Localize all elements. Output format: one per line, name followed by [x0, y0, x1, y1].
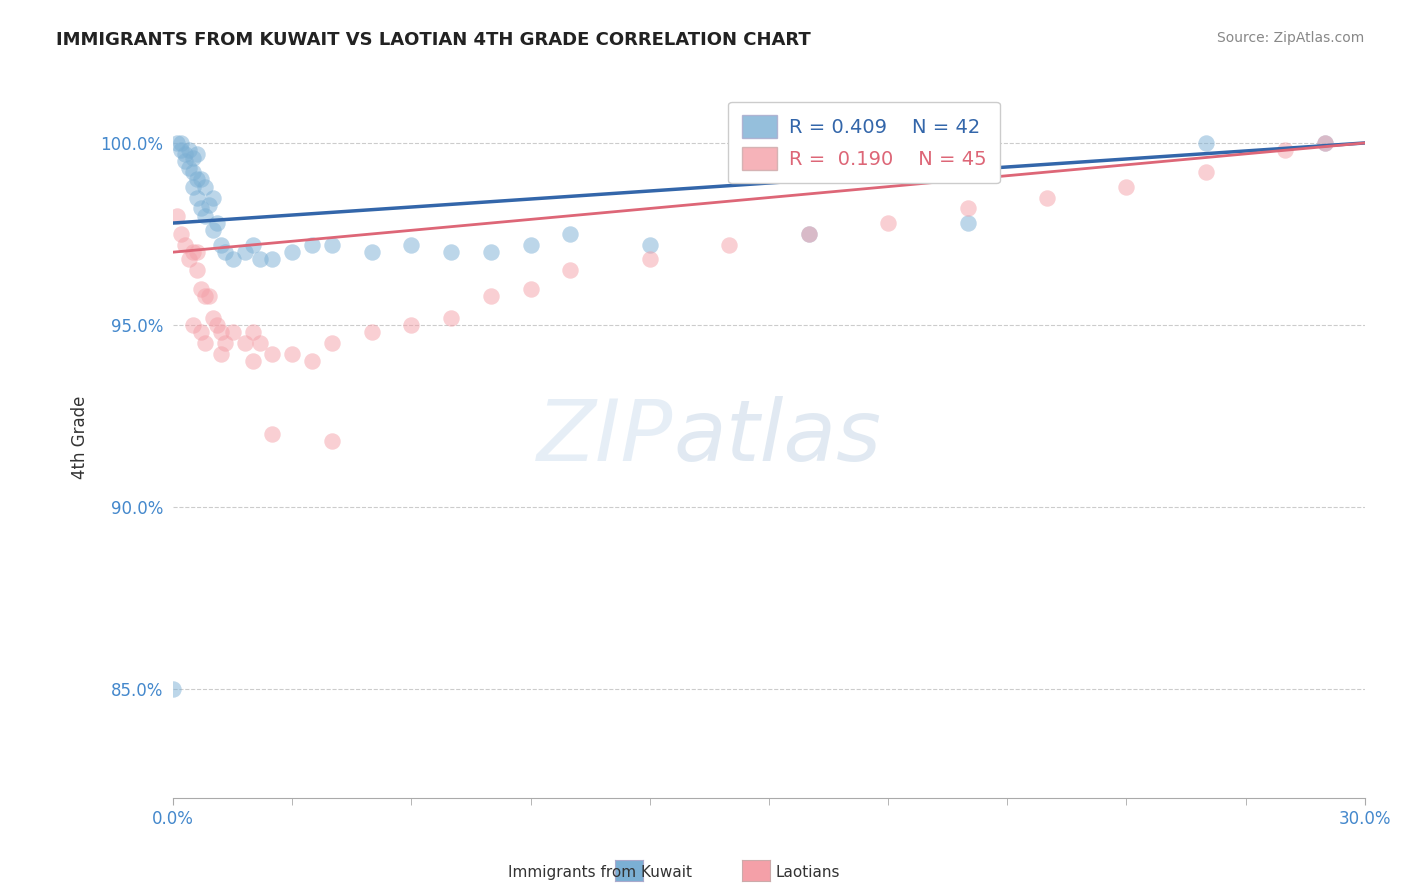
Point [201, 310, 224, 325]
Point [1036, 190, 1059, 204]
Point [177, 161, 200, 176]
Point [177, 252, 200, 267]
Point [162, 681, 184, 696]
Point [638, 238, 661, 252]
Point [321, 238, 343, 252]
Point [797, 227, 820, 241]
Point [166, 136, 188, 150]
Point [242, 325, 264, 339]
Point [221, 252, 243, 267]
Point [170, 227, 193, 241]
Point [1195, 136, 1218, 150]
Point [186, 245, 208, 260]
Point [190, 202, 212, 216]
Point [1274, 143, 1296, 157]
Point [186, 147, 208, 161]
Point [360, 325, 382, 339]
Point [209, 325, 232, 339]
Point [201, 223, 224, 237]
Point [174, 238, 197, 252]
Point [233, 245, 256, 260]
Point [956, 216, 979, 230]
Point [233, 336, 256, 351]
Point [181, 318, 204, 332]
Text: Immigrants from Kuwait: Immigrants from Kuwait [509, 865, 692, 880]
Point [249, 336, 271, 351]
Point [194, 336, 217, 351]
Point [209, 238, 232, 252]
Point [440, 310, 463, 325]
Point [877, 216, 900, 230]
Point [560, 227, 582, 241]
Point [174, 147, 197, 161]
Point [401, 238, 423, 252]
Point [519, 281, 541, 295]
Point [401, 318, 423, 332]
Text: atlas: atlas [673, 396, 882, 479]
Point [194, 209, 217, 223]
Point [242, 354, 264, 368]
Point [214, 336, 236, 351]
Point [181, 245, 204, 260]
Point [301, 238, 323, 252]
Point [181, 165, 204, 179]
Point [201, 190, 224, 204]
Point [194, 289, 217, 303]
Point [1195, 165, 1218, 179]
Point [560, 263, 582, 277]
Point [281, 347, 304, 361]
Point [321, 434, 343, 449]
Point [190, 172, 212, 186]
Text: ZIP: ZIP [537, 396, 673, 479]
Point [249, 252, 271, 267]
Text: IMMIGRANTS FROM KUWAIT VS LAOTIAN 4TH GRADE CORRELATION CHART: IMMIGRANTS FROM KUWAIT VS LAOTIAN 4TH GR… [56, 31, 811, 49]
Point [214, 245, 236, 260]
Point [198, 198, 221, 212]
Point [718, 238, 741, 252]
Point [205, 318, 228, 332]
Point [190, 325, 212, 339]
Point [174, 154, 197, 169]
Legend: R = 0.409    N = 42, R =  0.190    N = 45: R = 0.409 N = 42, R = 0.190 N = 45 [728, 102, 1000, 184]
Point [177, 143, 200, 157]
Point [797, 227, 820, 241]
Point [209, 347, 232, 361]
Point [956, 202, 979, 216]
Text: Source: ZipAtlas.com: Source: ZipAtlas.com [1216, 31, 1364, 45]
Text: Laotians: Laotians [776, 865, 839, 880]
Point [479, 245, 502, 260]
Point [170, 136, 193, 150]
Point [186, 190, 208, 204]
Point [205, 216, 228, 230]
Point [166, 209, 188, 223]
Point [186, 263, 208, 277]
Point [301, 354, 323, 368]
Point [221, 325, 243, 339]
Point [1313, 136, 1336, 150]
Point [1115, 179, 1137, 194]
Point [519, 238, 541, 252]
Point [262, 347, 284, 361]
Point [262, 427, 284, 442]
Point [281, 245, 304, 260]
Point [321, 336, 343, 351]
Point [186, 172, 208, 186]
Point [190, 281, 212, 295]
Point [360, 245, 382, 260]
Point [638, 252, 661, 267]
Y-axis label: 4th Grade: 4th Grade [72, 396, 89, 480]
Point [181, 179, 204, 194]
Point [170, 143, 193, 157]
Point [440, 245, 463, 260]
Point [242, 238, 264, 252]
Point [479, 289, 502, 303]
Point [1313, 136, 1336, 150]
Point [181, 151, 204, 165]
Point [198, 289, 221, 303]
Point [194, 179, 217, 194]
Point [262, 252, 284, 267]
